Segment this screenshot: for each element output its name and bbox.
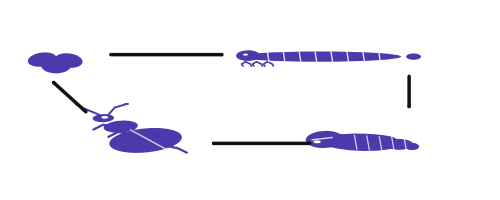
Ellipse shape — [406, 53, 421, 60]
Ellipse shape — [54, 53, 82, 68]
Ellipse shape — [92, 114, 114, 122]
Ellipse shape — [75, 104, 80, 106]
Ellipse shape — [110, 128, 182, 153]
Ellipse shape — [41, 58, 71, 73]
Ellipse shape — [124, 103, 129, 105]
Ellipse shape — [386, 139, 413, 150]
Ellipse shape — [236, 50, 260, 61]
Ellipse shape — [28, 52, 56, 67]
Ellipse shape — [243, 54, 248, 56]
FancyArrowPatch shape — [54, 83, 86, 112]
Ellipse shape — [102, 116, 108, 119]
Ellipse shape — [238, 51, 401, 62]
Ellipse shape — [320, 134, 399, 151]
Ellipse shape — [306, 131, 344, 148]
Ellipse shape — [332, 134, 396, 143]
Ellipse shape — [104, 121, 138, 133]
Ellipse shape — [404, 143, 419, 150]
Ellipse shape — [314, 140, 321, 143]
